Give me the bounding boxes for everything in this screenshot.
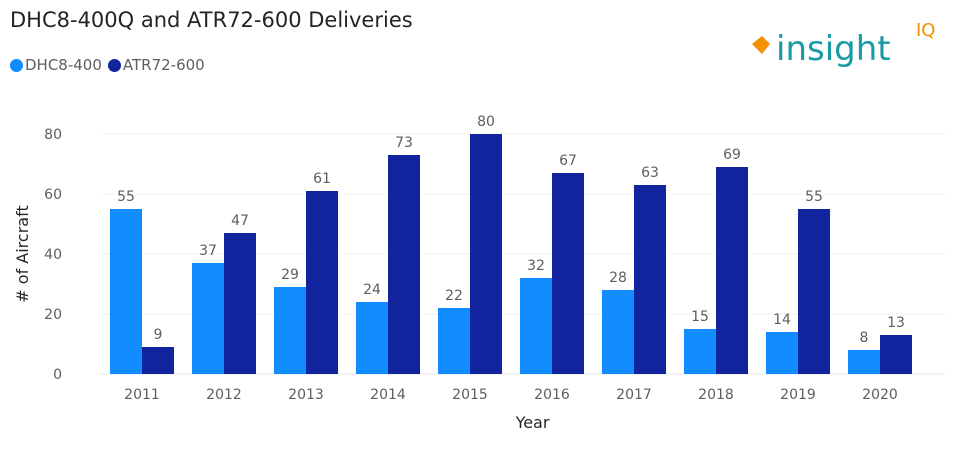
bar-dhc8-400-2015 [438, 308, 470, 374]
bar-atr72-600-2018 [716, 167, 748, 374]
bar-dhc8-400-2019 [766, 332, 798, 374]
bar-dhc8-400-2018 [684, 329, 716, 374]
data-label: 55 [117, 189, 135, 205]
y-tick-label: 60 [44, 187, 62, 203]
x-tick-label: 2013 [288, 387, 324, 403]
legend-item-atr72[interactable]: ATR72-600 [107, 56, 205, 74]
data-label: 28 [609, 270, 627, 286]
x-tick-label: 2015 [452, 387, 488, 403]
bar-atr72-600-2016 [552, 173, 584, 374]
data-label: 8 [860, 330, 869, 346]
bar-atr72-600-2014 [388, 155, 420, 374]
y-axis-label: # of Aircraft [13, 205, 32, 302]
bar-dhc8-400-2017 [602, 290, 634, 374]
y-tick-label: 80 [44, 127, 62, 143]
data-label: 63 [641, 165, 659, 181]
x-tick-label: 2018 [698, 387, 734, 403]
legend-marker-atr72 [107, 58, 121, 72]
bar-atr72-600-2013 [306, 191, 338, 374]
data-label: 55 [805, 189, 823, 205]
y-tick-label: 20 [44, 307, 62, 323]
data-label: 32 [527, 258, 545, 274]
bar-atr72-600-2012 [224, 233, 256, 374]
logo-superscript: IQ [916, 20, 935, 41]
bar-atr72-600-2011 [142, 347, 174, 374]
x-tick-label: 2019 [780, 387, 816, 403]
logo-mark-icon [752, 36, 770, 54]
bar-dhc8-400-2020 [848, 350, 880, 374]
y-tick-label: 40 [44, 247, 62, 263]
chart-title: DHC8-400Q and ATR72-600 Deliveries [10, 8, 413, 32]
bar-dhc8-400-2011 [110, 209, 142, 374]
data-label: 73 [395, 135, 413, 151]
bar-atr72-600-2020 [880, 335, 912, 374]
x-axis-label: Year [515, 413, 550, 432]
data-label: 9 [154, 327, 163, 343]
data-label: 67 [559, 153, 577, 169]
data-label: 22 [445, 288, 463, 304]
bar-atr72-600-2015 [470, 134, 502, 374]
y-tick-label: 0 [53, 367, 62, 383]
x-tick-label: 2014 [370, 387, 406, 403]
data-label: 61 [313, 171, 331, 187]
legend-item-dhc8[interactable]: DHC8-400 [10, 56, 102, 74]
data-label: 29 [281, 267, 299, 283]
data-label: 47 [231, 213, 249, 229]
data-label: 69 [723, 147, 741, 163]
bar-dhc8-400-2016 [520, 278, 552, 374]
insight-iq-logo: insight IQ [752, 20, 935, 69]
x-tick-label: 2016 [534, 387, 570, 403]
data-label: 15 [691, 309, 709, 325]
bar-dhc8-400-2012 [192, 263, 224, 374]
data-label: 37 [199, 243, 217, 259]
data-label: 14 [773, 312, 791, 328]
legend: DHC8-400 ATR72-600 [10, 56, 205, 74]
data-label: 80 [477, 114, 495, 130]
bar-dhc8-400-2014 [356, 302, 388, 374]
bar-atr72-600-2017 [634, 185, 666, 374]
legend-marker-dhc8 [10, 58, 23, 72]
data-label: 24 [363, 282, 381, 298]
x-tick-label: 2020 [862, 387, 898, 403]
bar-atr72-600-2019 [798, 209, 830, 374]
legend-label-dhc8: DHC8-400 [25, 56, 102, 74]
data-label: 13 [887, 315, 905, 331]
x-tick-label: 2017 [616, 387, 652, 403]
logo-text: insight [776, 29, 891, 69]
x-tick-label: 2011 [124, 387, 160, 403]
bar-dhc8-400-2013 [274, 287, 306, 374]
legend-label-atr72: ATR72-600 [122, 56, 205, 74]
x-tick-label: 2012 [206, 387, 242, 403]
